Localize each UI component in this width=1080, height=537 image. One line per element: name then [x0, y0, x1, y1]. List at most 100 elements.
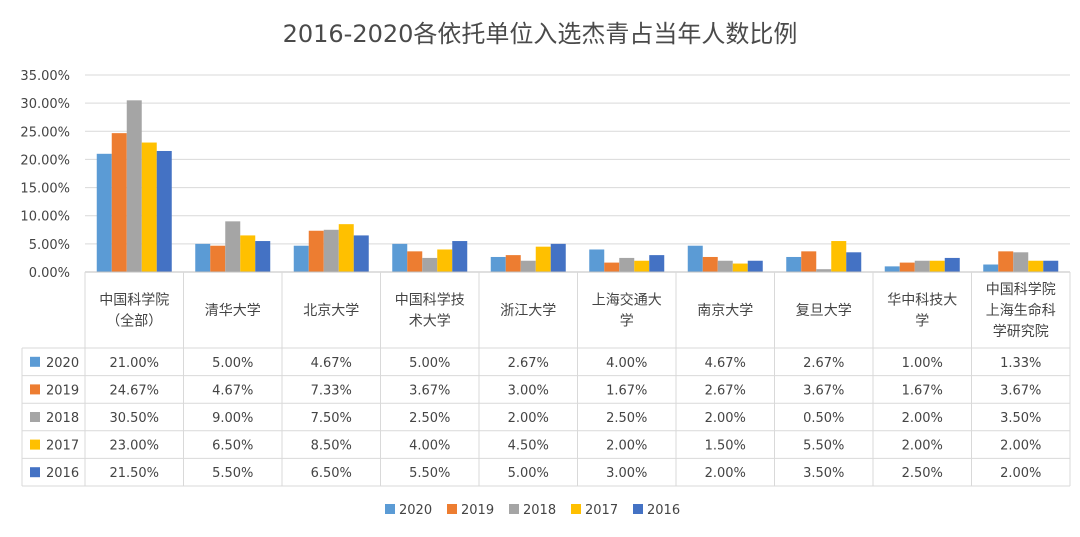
table-cell: 8.50% [311, 439, 352, 454]
legend-swatch-2018 [509, 504, 519, 514]
bar-2017 [141, 142, 157, 272]
bar-2020 [589, 249, 605, 272]
y-axis: 0.00% 5.00% 10.00% 15.00% 20.00% 25.00% 30.00%… [20, 69, 70, 281]
y-tick-label: 15.00% [20, 182, 70, 197]
bar-2019 [998, 251, 1014, 272]
legend: 2020 2019 2018 2017 2016 [385, 503, 680, 518]
category-label: 学 [620, 314, 634, 330]
table-cell: 3.67% [409, 383, 450, 398]
bar-2016 [649, 255, 665, 272]
bar-2020 [490, 256, 506, 272]
bar-2017 [634, 260, 650, 272]
y-tick-label: 10.00% [20, 210, 70, 225]
bar-2017 [338, 224, 354, 272]
table-series-label: 2019 [46, 383, 79, 398]
bar-2020 [983, 264, 999, 272]
table-cell: 5.00% [212, 356, 253, 371]
bars-layer [96, 100, 1059, 272]
table-cell: 4.50% [508, 439, 549, 454]
bar-2018 [323, 229, 339, 272]
bar-2016 [353, 235, 369, 272]
bar-2018 [1013, 252, 1029, 272]
bar-2020 [293, 245, 309, 272]
table-cell: 2.00% [606, 439, 647, 454]
category-label: 上海交通大 [592, 292, 662, 309]
table-cell: 2.00% [705, 411, 746, 426]
legend-label: 2019 [461, 503, 494, 518]
table-cell: 21.00% [109, 356, 159, 371]
category-label: 术大学 [409, 314, 451, 330]
table-cell: 30.50% [109, 411, 159, 426]
table-cell: 3.50% [803, 466, 844, 481]
table-cell: 3.50% [1000, 411, 1041, 426]
bar-2017 [535, 246, 551, 272]
table-cell: 2.00% [1000, 439, 1041, 454]
chart-title: 2016-2020各依托单位入选杰青占当年人数比例 [283, 20, 798, 48]
table-cell: 7.33% [311, 383, 352, 398]
table-series-label: 2016 [46, 466, 79, 481]
table-series-label: 2020 [46, 356, 79, 371]
table-series-key [30, 467, 40, 478]
legend-swatch-2016 [633, 504, 643, 514]
table-cell: 5.50% [409, 466, 450, 481]
y-tick-label: 20.00% [20, 153, 70, 168]
table-series-label: 2018 [46, 411, 79, 426]
table-cell: 7.50% [311, 411, 352, 426]
bar-2019 [604, 262, 620, 272]
category-label: 学 [915, 314, 929, 330]
table-cell: 1.67% [902, 383, 943, 398]
bar-2020 [96, 153, 112, 272]
table-cell: 2.50% [902, 466, 943, 481]
table-cell: 2.50% [409, 411, 450, 426]
table-cell: 2.67% [803, 356, 844, 371]
bar-2019 [308, 230, 324, 272]
bar-2020 [195, 243, 211, 272]
table-series-key [30, 439, 40, 450]
category-label: 华中科技大 [887, 293, 957, 309]
category-label: 浙江大学 [500, 303, 556, 319]
bar-2020 [884, 266, 900, 272]
legend-label: 2018 [523, 503, 556, 518]
bar-2016 [1043, 260, 1059, 272]
bar-2017 [1028, 260, 1044, 272]
bar-2017 [831, 241, 847, 272]
table-cell: 5.00% [409, 356, 450, 371]
bar-2020 [687, 245, 703, 272]
table-cell: 2.00% [902, 439, 943, 454]
bar-2019 [111, 133, 127, 272]
bar-2016 [747, 260, 763, 272]
bar-2019 [702, 256, 718, 272]
table-cell: 4.67% [311, 356, 352, 371]
table-cell: 21.50% [109, 466, 159, 481]
bar-2018 [520, 260, 536, 272]
bar-2018 [225, 221, 241, 272]
table-cell: 3.00% [508, 383, 549, 398]
legend-label: 2020 [399, 503, 432, 518]
category-label: 学研究院 [993, 324, 1049, 340]
table-series-key [30, 356, 40, 367]
bar-2016 [156, 150, 172, 272]
table-series-key [30, 412, 40, 422]
table-cell: 2.00% [705, 466, 746, 481]
bar-2020 [392, 243, 408, 272]
legend-swatch-2020 [385, 504, 395, 514]
table-cell: 4.00% [606, 356, 647, 371]
category-label: 中国科学技 [395, 293, 465, 309]
legend-swatch-2019 [447, 504, 457, 514]
table-cell: 5.00% [508, 466, 549, 481]
y-tick-label: 30.00% [20, 97, 70, 112]
table-cell: 1.33% [1000, 356, 1041, 371]
table-cell: 6.50% [311, 466, 352, 481]
bar-2018 [717, 260, 733, 272]
table-cell: 5.50% [803, 439, 844, 454]
bar-2017 [732, 263, 748, 272]
bar-2019 [899, 262, 915, 272]
legend-swatch-2017 [571, 504, 581, 514]
bar-2016 [944, 257, 960, 272]
bar-2016 [846, 252, 862, 272]
bar-2020 [786, 256, 802, 272]
table-cell: 6.50% [212, 439, 253, 454]
y-tick-label: 0.00% [29, 266, 70, 281]
y-tick-label: 35.00% [20, 69, 70, 84]
